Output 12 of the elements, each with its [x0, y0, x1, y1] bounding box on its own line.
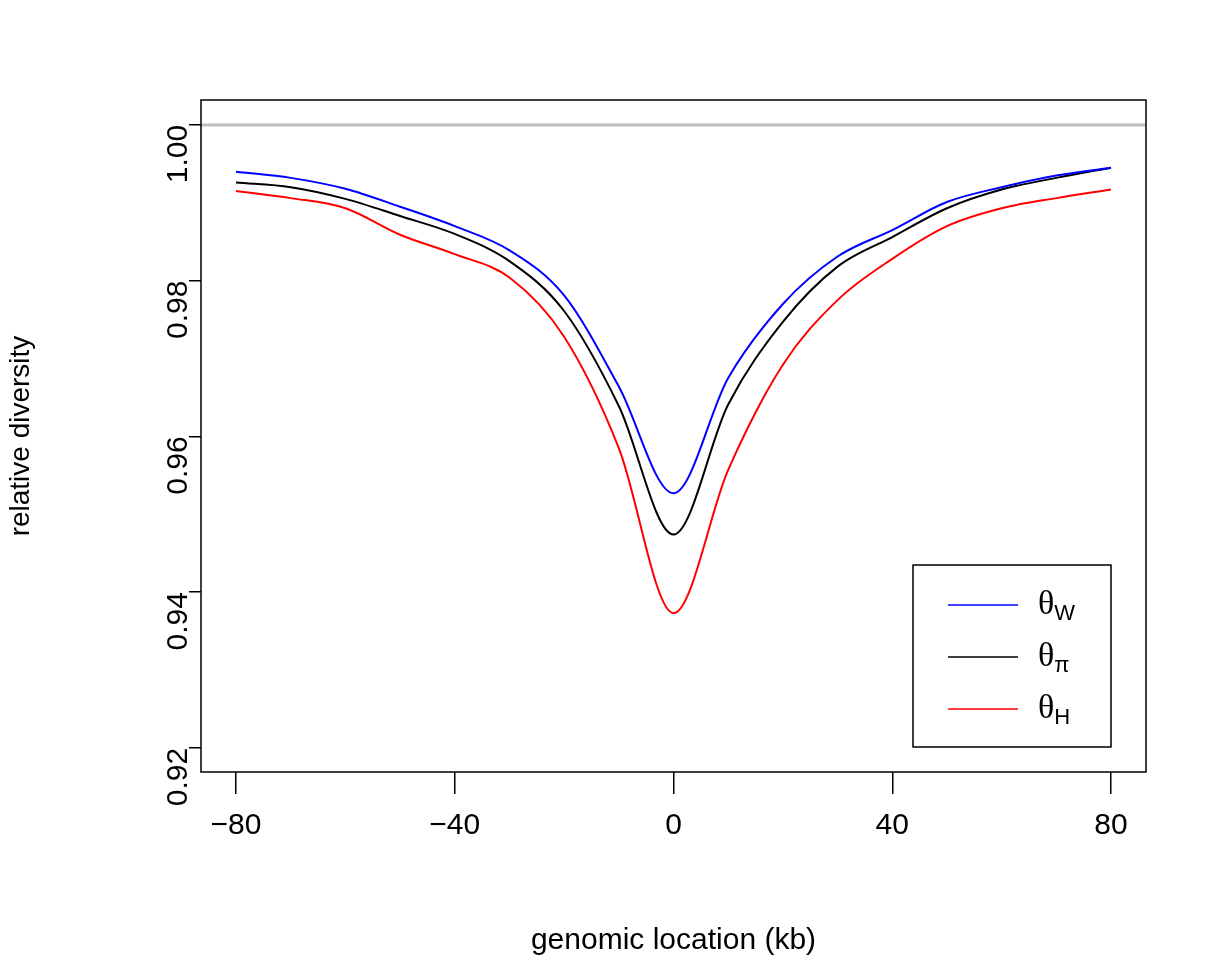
y-tick-label: 0.92 — [160, 747, 194, 807]
x-tick-label: −80 — [210, 807, 262, 841]
x-tick-label: 80 — [1094, 807, 1128, 841]
y-tick-label: 0.96 — [160, 436, 194, 495]
y-axis-title: relative diversity — [3, 335, 35, 537]
y-tick-label: 1.00 — [160, 124, 194, 184]
x-axis-title: genomic location (kb) — [530, 922, 817, 956]
y-tick-label: 0.94 — [160, 592, 194, 651]
x-tick-label: −40 — [429, 807, 481, 841]
x-tick-label: 40 — [875, 807, 909, 841]
x-tick-label: 0 — [665, 807, 682, 841]
y-tick-label: 0.98 — [160, 280, 194, 340]
